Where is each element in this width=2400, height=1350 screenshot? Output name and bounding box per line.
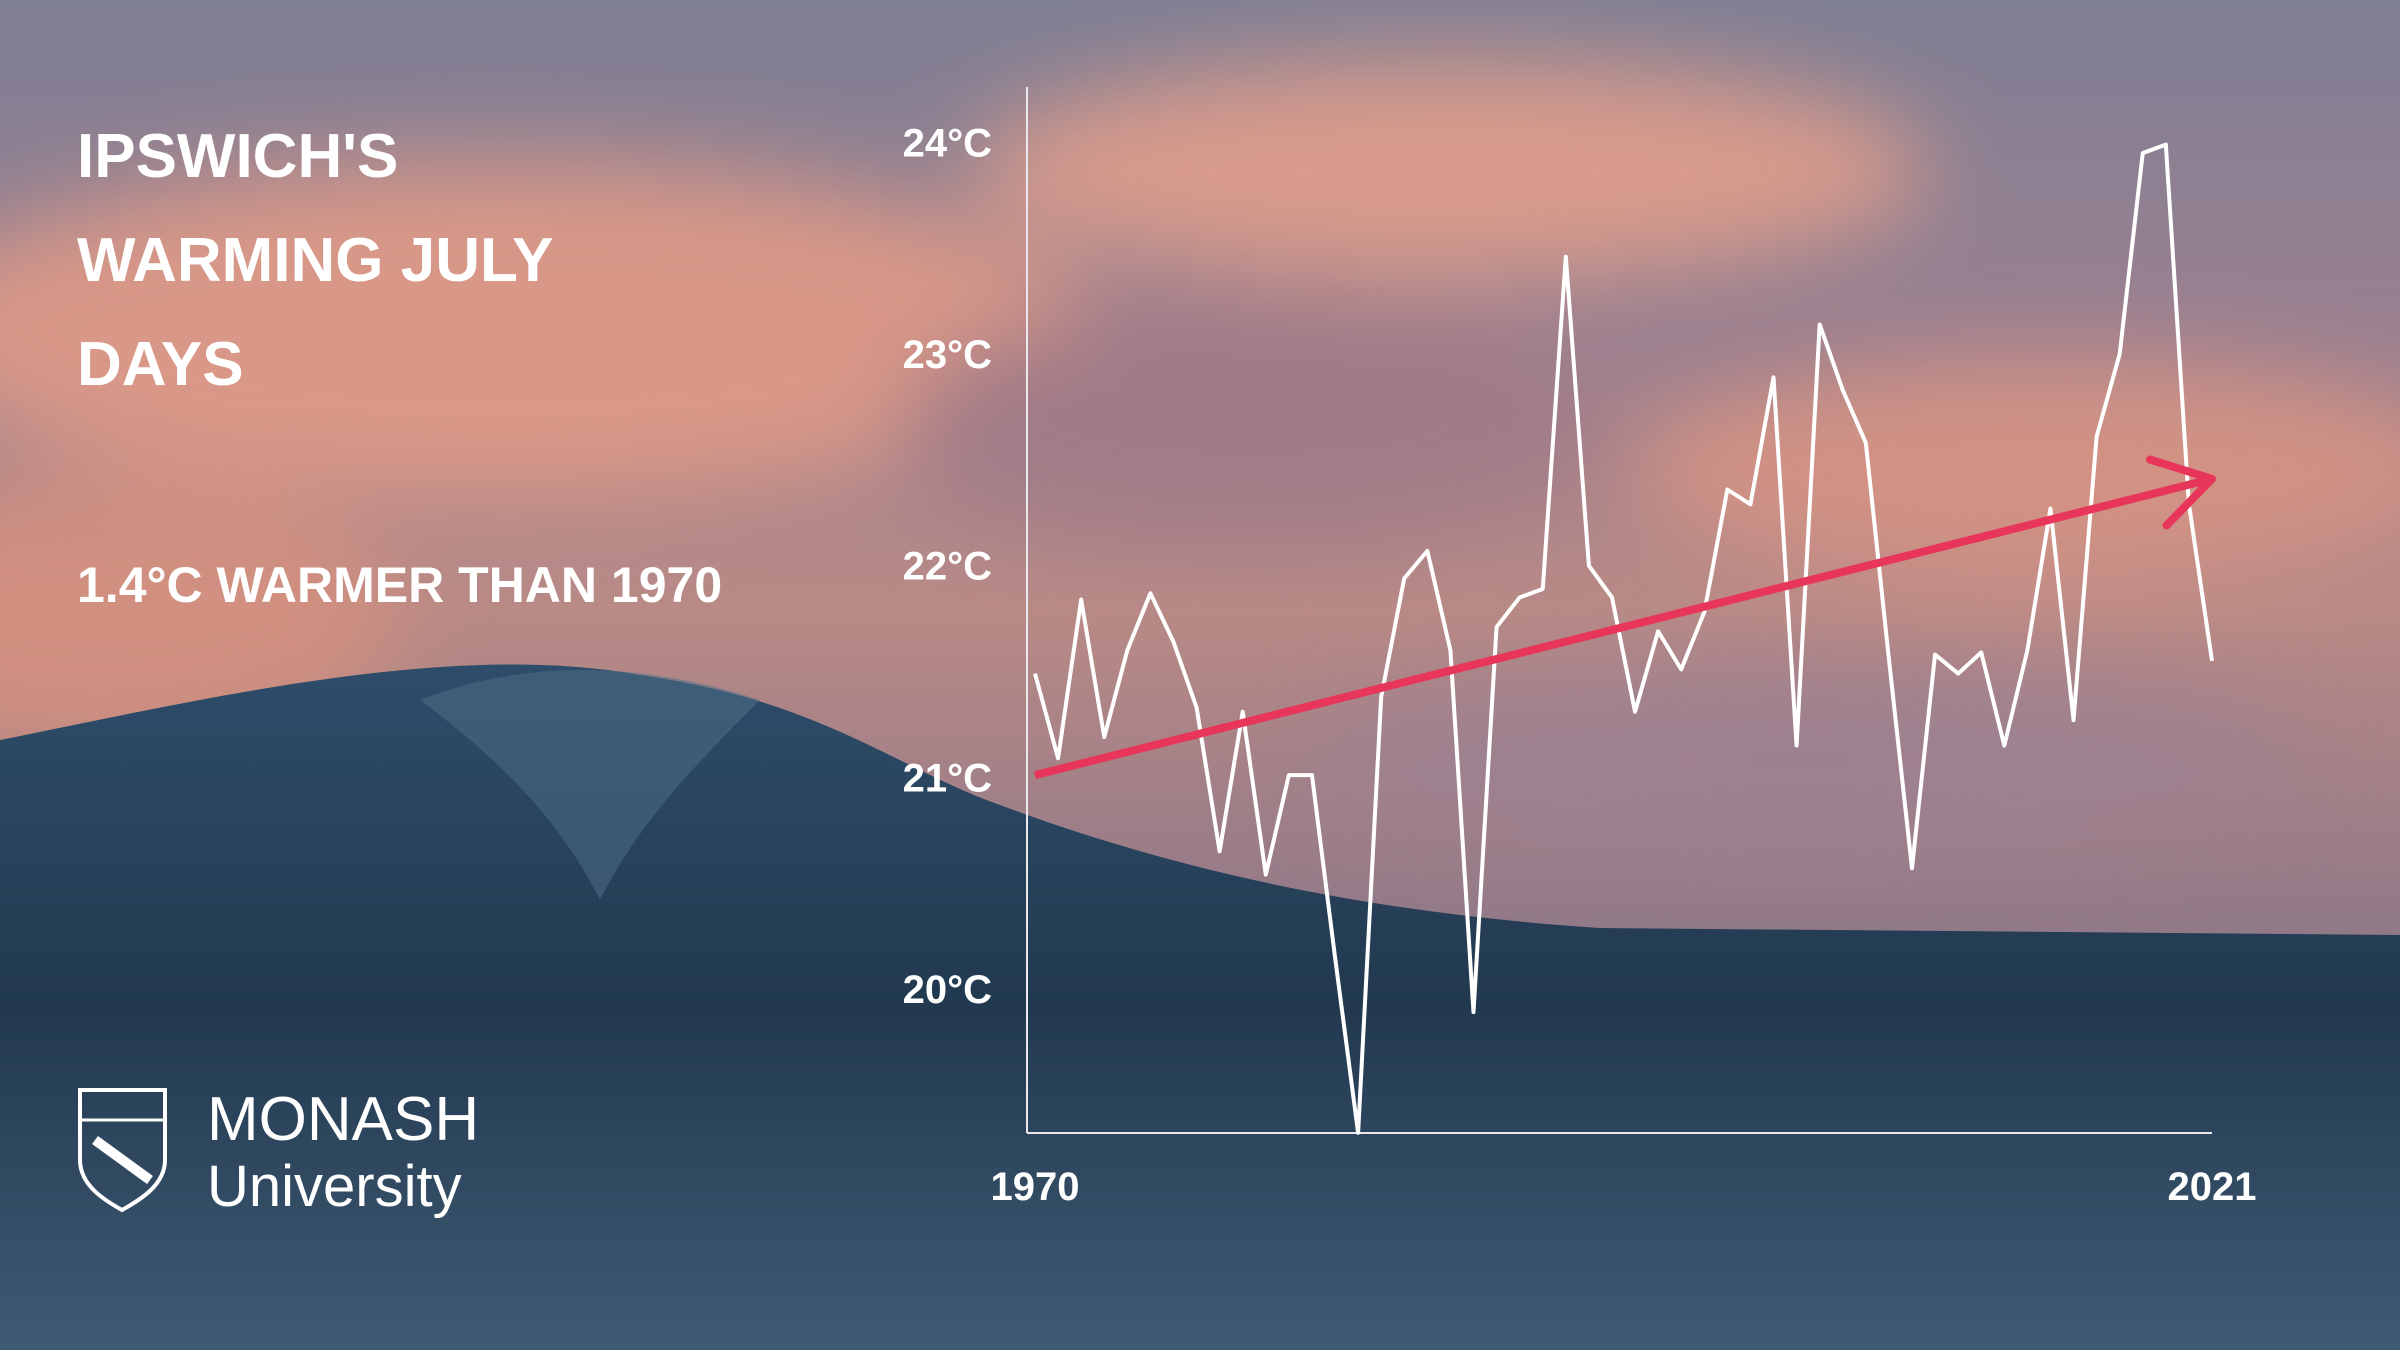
trend-line — [1034, 475, 2213, 780]
logo: MONASH University — [78, 1085, 479, 1219]
trend-arrowhead — [2145, 455, 2216, 530]
data-line — [1033, 142, 2214, 1135]
y-tick-label: 24°C — [903, 121, 992, 165]
chart-subtitle: 1.4°C WARMER THAN 1970 — [77, 557, 723, 613]
y-tick-label: 21°C — [903, 756, 992, 800]
logo-chevron — [92, 1135, 153, 1185]
y-tick-label: 20°C — [903, 968, 992, 1012]
y-tick-label: 22°C — [903, 545, 992, 589]
chart-title: IPSWICH'S WARMING JULY DAYS — [77, 122, 553, 399]
x-tick-label: 1970 — [991, 1165, 1080, 1209]
logo-shield — [78, 1088, 167, 1213]
y-tick-label: 23°C — [903, 333, 992, 377]
x-tick-label: 2021 — [2168, 1165, 2257, 1209]
logo-subname: University — [207, 1154, 462, 1219]
logo-name: MONASH — [207, 1085, 479, 1154]
